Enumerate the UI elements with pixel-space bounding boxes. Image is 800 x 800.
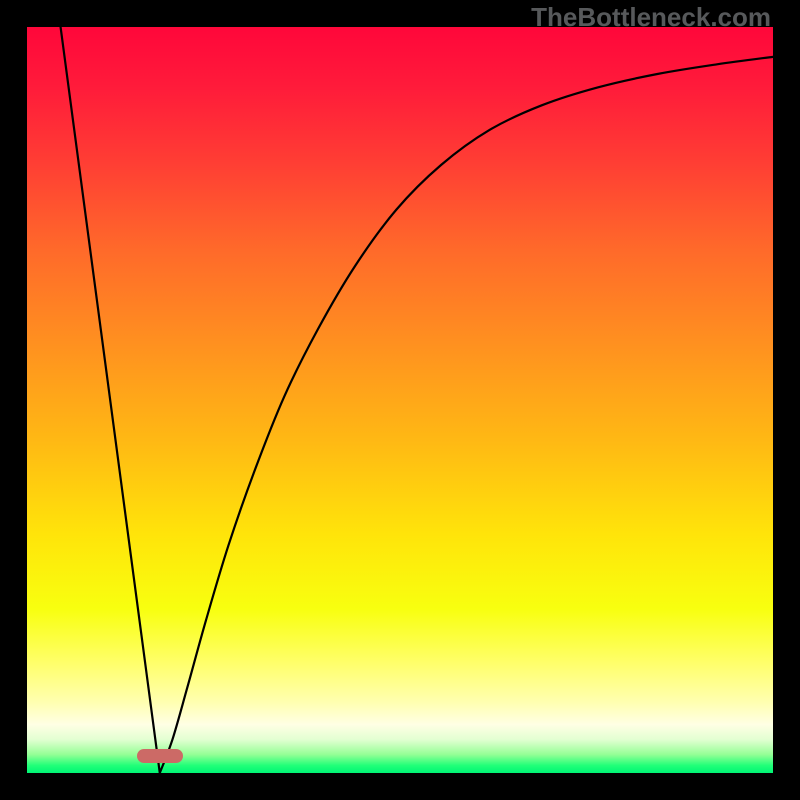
- plot-svg: [27, 27, 773, 773]
- watermark-text: TheBottleneck.com: [531, 2, 771, 33]
- plot-area: [27, 27, 773, 773]
- chart-container: TheBottleneck.com: [0, 0, 800, 800]
- minimum-marker: [137, 749, 183, 763]
- gradient-background: [27, 27, 773, 773]
